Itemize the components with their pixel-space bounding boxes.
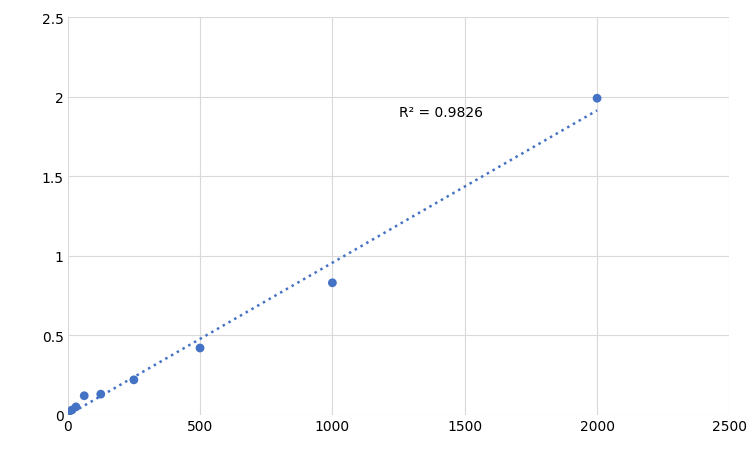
Point <box>95 391 107 398</box>
Point <box>326 280 338 287</box>
Point <box>66 406 77 414</box>
Point <box>591 96 603 103</box>
Text: R² = 0.9826: R² = 0.9826 <box>399 106 483 120</box>
Point <box>70 403 82 410</box>
Point <box>128 377 140 384</box>
Point <box>78 392 90 400</box>
Point <box>62 410 74 417</box>
Point <box>194 345 206 352</box>
